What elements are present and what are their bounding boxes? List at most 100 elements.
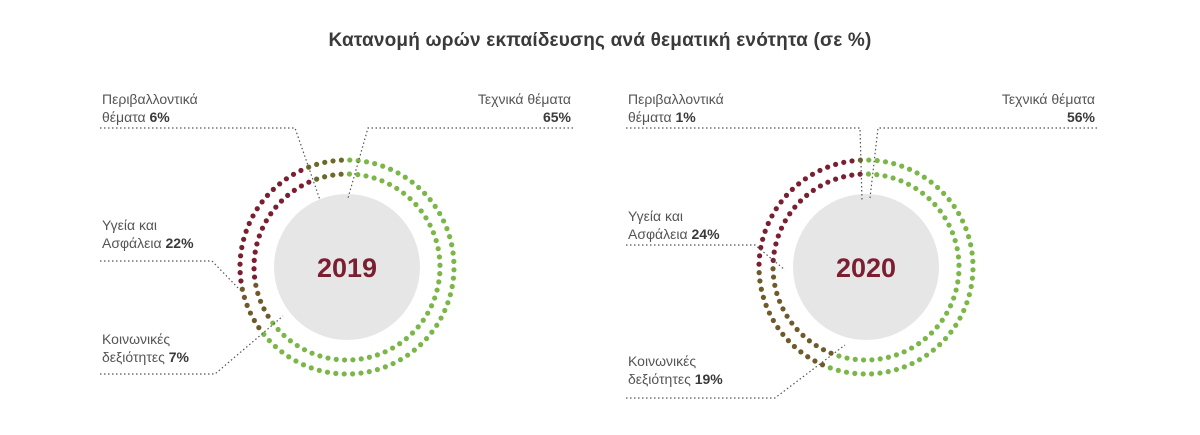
ring-dot [970,258,976,264]
ring-dot [363,159,370,165]
ring-dot [270,186,276,192]
ring-dot [783,192,790,198]
slice-health-safety [237,167,312,284]
ring-dot [286,354,292,360]
ring-dot [796,181,802,187]
ring-dot [346,171,353,177]
slice-label: δεξιότητες 19% [628,371,723,387]
slice-technical [261,157,457,377]
ring-dot [314,161,320,168]
ring-dot [817,167,823,174]
ring-dot [409,179,415,185]
ring-dot [411,347,417,353]
ring-dot [416,184,422,191]
slice-label: Υγεία και [628,208,683,224]
ring-dot [291,187,297,193]
ring-dot [835,367,841,373]
ring-dot [402,174,408,180]
ring-dot [363,173,369,179]
ring-dot [955,279,961,285]
ring-dot [893,352,899,358]
slice-label: Ασφάλεια 24% [628,226,720,242]
ring-dot [259,199,265,205]
ring-dot [921,174,927,180]
ring-dot [758,286,764,292]
ring-dot [446,234,453,240]
ring-dot [445,300,451,306]
ring-dot [273,204,279,210]
ring-dot [341,357,348,363]
leader-line [626,127,863,201]
ring-dot [770,317,776,324]
ring-dot [899,163,905,169]
ring-dot [789,320,795,326]
slice-label: Κοινωνικές [102,331,170,347]
ring-dot [290,171,297,177]
ring-dot [330,172,336,178]
ring-dot [844,355,850,361]
ring-dot [949,230,956,236]
ring-dot [833,161,839,168]
ring-dot [926,195,932,202]
ring-dot [857,171,863,177]
ring-dot [275,326,281,333]
ring-dot [772,282,778,288]
slice-percent: 7% [165,349,190,365]
ring-dot [243,228,249,234]
slice-environmental [306,157,344,182]
ring-dot [890,175,896,181]
ring-dot [951,203,957,209]
ring-dot [341,371,347,377]
ring-dot [924,352,930,358]
ring-dot [430,230,437,236]
center-disc [793,194,939,340]
ring-dot [762,228,768,234]
ring-dot [836,353,842,359]
slice-label: Περιβαλλοντικά [102,91,198,107]
ring-dot [413,201,419,208]
ring-dot [874,157,880,164]
ring-dot [760,294,767,300]
ring-dot [866,157,872,163]
slice-percent: 56% [1067,109,1096,125]
ring-dot [849,172,855,178]
ring-dot [447,292,453,298]
ring-dot [252,249,258,255]
ring-dot [366,354,372,360]
ring-dot [283,176,289,182]
slice-label: Κοινωνικές [628,353,696,369]
slice-technical [827,157,976,377]
ring-dot [802,176,808,182]
ring-dot [374,366,380,373]
ring-dot [775,233,781,239]
ring-dot [969,250,975,256]
label-social-skills: Κοινωνικές δεξιότητες 7% [100,315,284,375]
ring-dot [798,349,804,355]
ring-dot [825,179,831,185]
slice-percent: 6% [146,109,171,125]
ring-dot [920,190,926,196]
ring-dot [264,192,271,198]
ring-dot [773,206,779,212]
ring-dot [263,218,269,224]
ring-dot [810,187,816,193]
slice-label: θέματα 1% [628,109,696,125]
ring-dot [251,317,257,324]
ring-dot [387,166,394,172]
ring-dot [427,222,433,228]
ring-dot [333,356,339,362]
ring-dot [928,330,935,336]
ring-dot [951,295,957,301]
ring-dot [955,254,962,260]
ring-dot [317,353,323,359]
chart-title: Κατανομή ωρών εκπαίδευσης ανά θεματική ε… [328,30,872,51]
ring-dot [841,174,847,180]
slice-label: Περιβαλλοντικά [628,91,724,107]
ring-dot [256,233,262,239]
ring-dot [952,237,958,244]
ring-dot [246,220,252,227]
ring-dot [261,306,267,312]
ring-dot [366,369,372,375]
ring-dot [450,275,457,281]
ring-dot [819,362,826,368]
